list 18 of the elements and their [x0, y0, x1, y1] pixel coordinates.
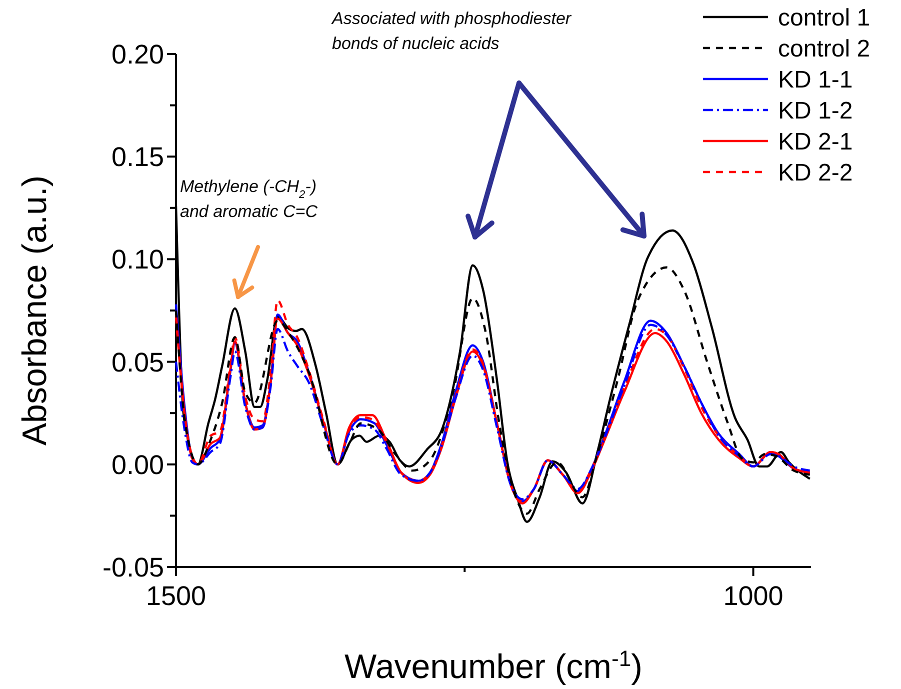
text: Associated with phosphodiester bonds of nucleic acids — [331, 9, 572, 53]
legend-label: KD 2-1 — [778, 128, 853, 156]
x-tick-label: 1000 — [723, 581, 784, 611]
legend-label: KD 1-2 — [778, 97, 853, 124]
annotation: Methylene (-CH$_{2}$-) and aromatic C=C — [180, 177, 318, 221]
y-axis-title: Absorbance (a.u.) — [16, 175, 54, 446]
legend-label: KD 2-2 — [778, 159, 853, 186]
y-tick-label: -0.05 — [102, 552, 164, 582]
x-axis-title: Wavenumber (cm$^{-1}$) — [344, 646, 643, 686]
y-tick-label: 0.00 — [111, 450, 164, 480]
y-tick-label: 0.10 — [111, 244, 164, 275]
legend-label: KD 1-1 — [778, 66, 853, 94]
y-tick-label: 0.05 — [111, 347, 164, 378]
legend-label: control 1 — [778, 4, 870, 32]
legend-label: control 2 — [778, 35, 870, 62]
x-tick-label: 1500 — [146, 581, 206, 611]
y-tick-label: 0.20 — [111, 39, 164, 70]
y-tick-label: 0.15 — [111, 142, 164, 172]
